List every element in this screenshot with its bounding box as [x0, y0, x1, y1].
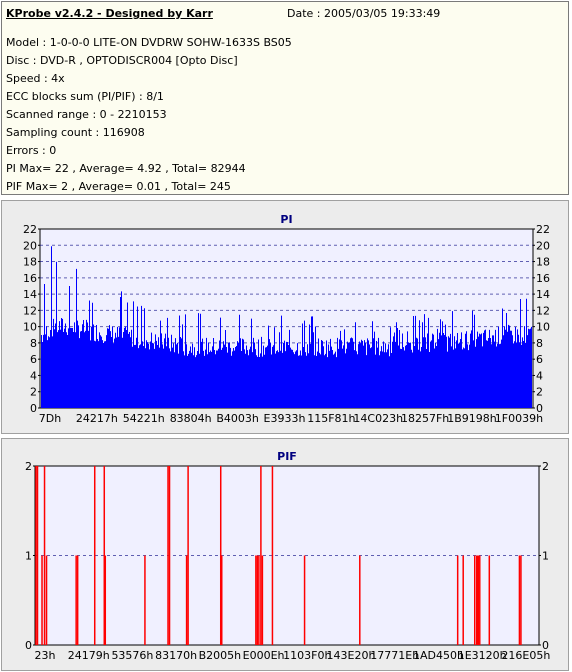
x-tick-label: 53576h — [111, 649, 153, 662]
model-line: Model : 1-0-0-0 LITE-ON DVDRW SOHW-1633S… — [6, 36, 292, 49]
app-title: KProbe v2.4.2 - Designed by Karr — [6, 7, 213, 20]
x-tick-label: 1F0039h — [495, 412, 543, 425]
y-tick-label-left: 4 — [30, 369, 37, 382]
x-tick-label: 1103F0h — [283, 649, 331, 662]
ecc-line: ECC blocks sum (PI/PIF) : 8/1 — [6, 90, 164, 103]
y-tick-label-right: 0 — [536, 402, 543, 415]
y-tick-label-right: 4 — [536, 369, 543, 382]
y-tick-label-left: 14 — [23, 288, 37, 301]
info-panel: KProbe v2.4.2 - Designed by Karr Date : … — [1, 1, 569, 195]
range-line: Scanned range : 0 - 2210153 — [6, 108, 167, 121]
y-tick-label-right: 0 — [542, 639, 549, 652]
x-tick-label: 24217h — [76, 412, 118, 425]
y-tick-label-left: 2 — [25, 460, 32, 473]
sampling-line: Sampling count : 116908 — [6, 126, 145, 139]
x-tick-label: B2005h — [199, 649, 242, 662]
y-tick-label-right: 2 — [536, 386, 543, 399]
y-tick-label-right: 6 — [536, 353, 543, 366]
y-tick-label-left: 1 — [25, 550, 32, 563]
y-tick-label-left: 18 — [23, 256, 37, 269]
y-tick-label-left: 6 — [30, 353, 37, 366]
x-tick-label: 1E3120h — [458, 649, 507, 662]
x-tick-label: B4003h — [216, 412, 259, 425]
pi-chart-panel: PI 0 0 2 2 4 4 6 6 8 8 10 10 12 12 14 14 16 16 18 18 20 20 22 22… — [1, 200, 569, 434]
y-tick-label-left: 22 — [23, 223, 37, 236]
y-tick-label-right: 8 — [536, 337, 543, 350]
chart-title: PIF — [277, 450, 297, 463]
y-tick-label-left: 2 — [30, 386, 37, 399]
errors-line: Errors : 0 — [6, 144, 57, 157]
y-tick-label-left: 0 — [25, 639, 32, 652]
x-tick-label: E000Eh — [243, 649, 285, 662]
x-tick-label: 7Dh — [39, 412, 61, 425]
y-tick-label-right: 22 — [536, 223, 550, 236]
x-tick-label: 17771Eh — [370, 649, 419, 662]
x-tick-label: 83170h — [155, 649, 197, 662]
pi-stats-line: PI Max= 22 , Average= 4.92 , Total= 8294… — [6, 162, 246, 175]
y-tick-label-right: 18 — [536, 256, 550, 269]
pif-stats-line: PIF Max= 2 , Average= 0.01 , Total= 245 — [6, 180, 231, 193]
x-tick-label: 143E20h — [327, 649, 376, 662]
y-tick-label-left: 10 — [23, 321, 37, 334]
y-tick-label-right: 16 — [536, 272, 550, 285]
y-tick-label-left: 0 — [30, 402, 37, 415]
x-tick-label: E3933h — [264, 412, 306, 425]
pif-chart: PIF 0 0 1 1 2 2 23h 24179h 53576h 83170h B2005h E000… — [25, 450, 550, 662]
y-tick-label-left: 8 — [30, 337, 37, 350]
pi-bars — [41, 246, 532, 408]
x-tick-label: 23h — [35, 649, 56, 662]
y-tick-label-left: 16 — [23, 272, 37, 285]
x-tick-label: 18257Fh — [401, 412, 449, 425]
x-tick-label: 24179h — [68, 649, 110, 662]
pif-chart-panel: PIF 0 0 1 1 2 2 23h 24179h 53576h 83170h B2005h E000… — [1, 438, 569, 671]
y-tick-label-right: 12 — [536, 304, 550, 317]
speed-line: Speed : 4x — [6, 72, 65, 85]
x-tick-label: 14C023h — [353, 412, 403, 425]
x-tick-label: 1AD450h — [413, 649, 464, 662]
disc-line: Disc : DVD-R , OPTODISCR004 [Opto Disc] — [6, 54, 238, 67]
chart-title: PI — [280, 213, 292, 226]
x-tick-label: 216E05h — [501, 649, 550, 662]
y-tick-label-right: 20 — [536, 239, 550, 252]
x-tick-label: 54221h — [123, 412, 165, 425]
pif-bars — [35, 466, 522, 645]
x-tick-label: 115F81h — [307, 412, 355, 425]
x-tick-label: 1B9198h — [447, 412, 497, 425]
y-tick-label-right: 10 — [536, 321, 550, 334]
y-tick-label-left: 20 — [23, 239, 37, 252]
y-tick-label-right: 2 — [542, 460, 549, 473]
y-tick-label-left: 12 — [23, 304, 37, 317]
y-tick-label-right: 1 — [542, 550, 549, 563]
x-tick-label: 83804h — [170, 412, 212, 425]
y-tick-label-right: 14 — [536, 288, 550, 301]
scan-date: Date : 2005/03/05 19:33:49 — [287, 7, 441, 20]
